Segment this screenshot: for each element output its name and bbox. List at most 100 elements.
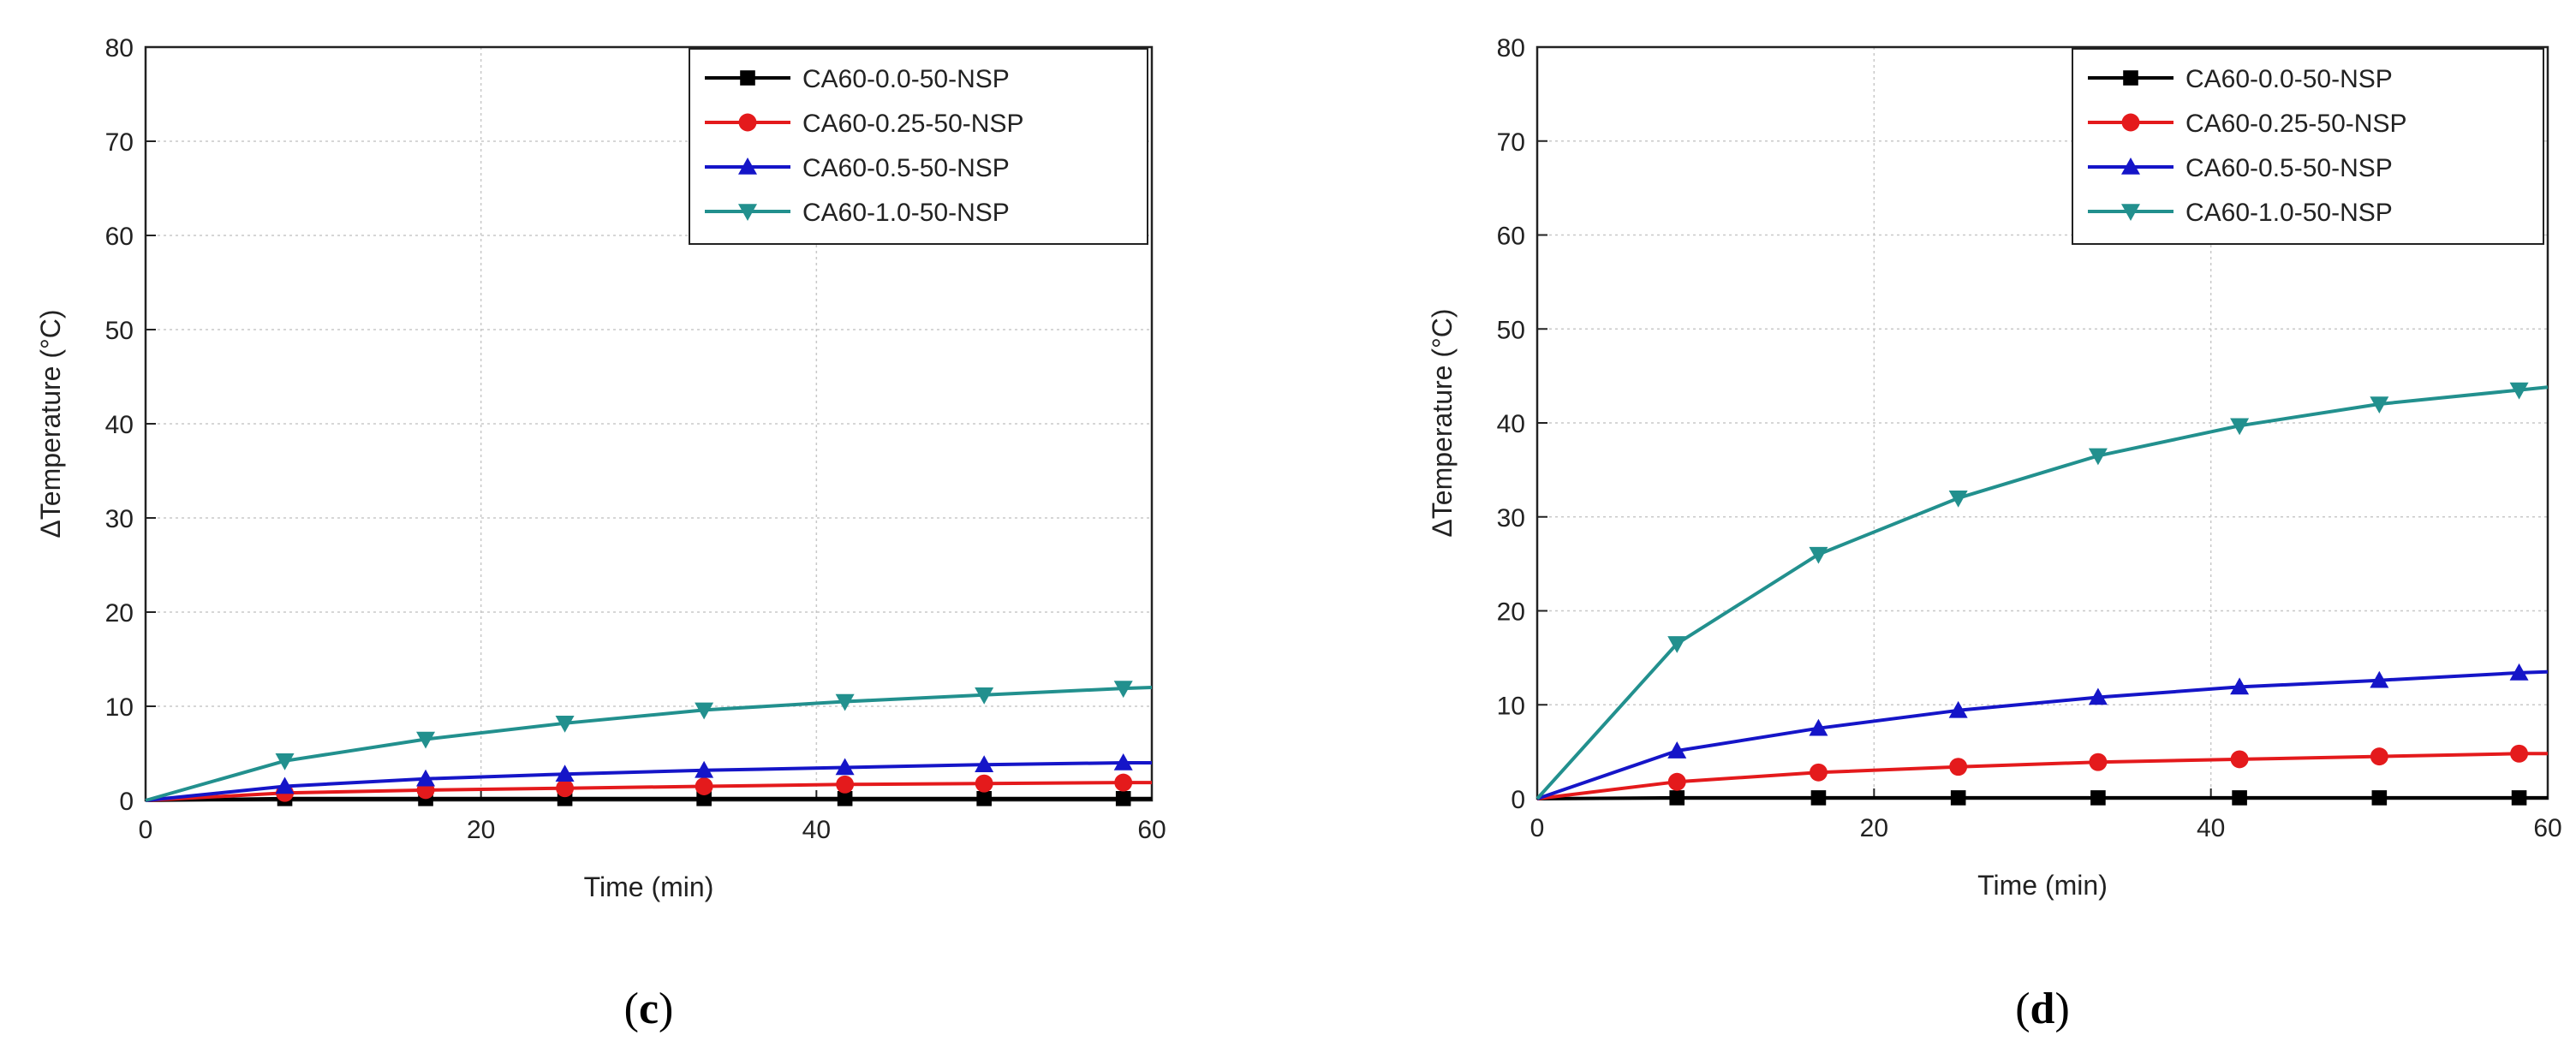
- y-tick-label: 10: [1497, 692, 1525, 720]
- x-tick-label: 0: [139, 816, 153, 844]
- data-point: [836, 775, 855, 794]
- data-point: [2088, 687, 2108, 705]
- data-point: [1667, 772, 1686, 791]
- y-tick-label: 80: [105, 34, 134, 62]
- data-point: [1667, 636, 1687, 653]
- series-line: [1536, 795, 2548, 800]
- legend-label: CA60-0.0-50-NSP: [2185, 65, 2393, 93]
- data-point: [1113, 681, 1133, 699]
- panel-label: (c): [624, 985, 674, 1033]
- data-point: [695, 777, 713, 795]
- series-line: [1535, 385, 2549, 800]
- data-point: [2230, 677, 2250, 695]
- data-point: [975, 687, 994, 705]
- data-point: [275, 776, 295, 794]
- legend-label: CA60-0.0-50-NSP: [802, 65, 1010, 93]
- y-tick-label: 20: [105, 599, 134, 628]
- legend-swatch-marker: [2123, 70, 2138, 86]
- data-point: [2370, 396, 2389, 414]
- data-point: [2090, 790, 2106, 806]
- data-point: [1669, 790, 1685, 806]
- data-point: [416, 731, 436, 749]
- x-tick-label: 40: [2197, 814, 2225, 842]
- legend-swatch-marker: [740, 70, 755, 86]
- data-point: [2230, 418, 2250, 436]
- legend-label: CA60-0.25-50-NSP: [2185, 110, 2406, 138]
- data-point: [2509, 663, 2529, 681]
- legend: CA60-0.0-50-NSP CA60-0.25-50-NSP CA60-0.5-…: [2072, 48, 2544, 245]
- data-point: [1948, 700, 1968, 718]
- data-point: [275, 753, 295, 770]
- series-line: [1536, 752, 2548, 800]
- legend-label: CA60-0.25-50-NSP: [802, 110, 1023, 138]
- data-point: [416, 769, 436, 787]
- data-point: [556, 779, 575, 798]
- series-CA60-0.5-50-NSP: [145, 753, 1152, 802]
- data-point: [1809, 718, 1828, 736]
- data-point: [695, 702, 714, 720]
- data-point: [1114, 773, 1133, 792]
- legend: CA60-0.0-50-NSP CA60-0.25-50-NSP CA60-0.5-…: [689, 48, 1148, 245]
- legend-swatch-marker: [738, 158, 757, 175]
- x-axis-title: Time (min): [584, 872, 714, 902]
- series-CA60-1.0-50-NSP: [145, 681, 1153, 802]
- x-tick-label: 40: [802, 816, 831, 844]
- y-tick-label: 60: [1497, 223, 1525, 251]
- legend-swatch-marker: [738, 113, 757, 132]
- data-point: [1667, 741, 1687, 759]
- legend-swatch-marker: [2121, 158, 2140, 175]
- y-tick-label: 40: [105, 411, 134, 439]
- data-point: [1810, 790, 1827, 806]
- x-tick-label: 60: [2533, 814, 2561, 842]
- series-CA60-0.0-50-NSP: [1536, 790, 2548, 806]
- data-point: [2371, 790, 2388, 806]
- y-tick-label: 50: [105, 317, 134, 345]
- x-tick-label: 20: [1860, 814, 1888, 842]
- series-line: [145, 796, 1152, 802]
- data-point: [1809, 546, 1828, 564]
- data-point: [1115, 791, 1131, 806]
- data-point: [975, 755, 994, 772]
- legend-swatch-marker: [2121, 204, 2140, 221]
- legend-label: CA60-0.5-50-NSP: [802, 154, 1010, 182]
- series-line: [145, 761, 1152, 802]
- y-tick-label: 40: [1497, 410, 1525, 438]
- y-tick-label: 60: [105, 223, 134, 251]
- y-tick-label: 70: [1497, 128, 1525, 157]
- data-point: [2232, 790, 2247, 806]
- x-axis-title: Time (min): [1977, 870, 2108, 901]
- data-point: [2089, 753, 2108, 771]
- data-point: [555, 716, 575, 733]
- series-CA60-1.0-50-NSP: [1535, 382, 2549, 800]
- data-point: [976, 791, 992, 806]
- y-tick-label: 70: [105, 128, 134, 157]
- y-tick-label: 20: [1497, 598, 1525, 627]
- data-point: [2511, 790, 2527, 806]
- y-tick-label: 0: [119, 788, 134, 816]
- legend-box: [2072, 48, 2544, 245]
- data-point: [2230, 750, 2249, 769]
- x-tick-label: 60: [1137, 816, 1166, 844]
- legend-label: CA60-1.0-50-NSP: [802, 199, 1010, 227]
- data-point: [975, 774, 993, 793]
- legend-label: CA60-0.5-50-NSP: [2185, 154, 2393, 182]
- data-point: [837, 791, 853, 806]
- data-point: [2510, 744, 2529, 763]
- legend-swatch-marker: [2121, 113, 2140, 132]
- y-tick-label: 80: [1497, 34, 1525, 62]
- series-CA60-0.25-50-NSP: [1536, 744, 2548, 800]
- data-point: [835, 758, 855, 776]
- y-tick-label: 30: [105, 505, 134, 533]
- panel-label: (d): [2015, 985, 2070, 1033]
- data-point: [1949, 758, 1968, 776]
- y-axis-title: ΔTemperature (°C): [35, 309, 66, 538]
- data-point: [1809, 763, 1828, 782]
- series-CA60-0.5-50-NSP: [1536, 663, 2549, 800]
- data-point: [555, 764, 575, 782]
- data-point: [695, 760, 714, 778]
- legend-swatch-marker: [738, 204, 757, 221]
- data-point: [696, 791, 712, 806]
- x-tick-label: 20: [467, 816, 495, 844]
- data-point: [835, 693, 855, 711]
- data-point: [1948, 491, 1968, 508]
